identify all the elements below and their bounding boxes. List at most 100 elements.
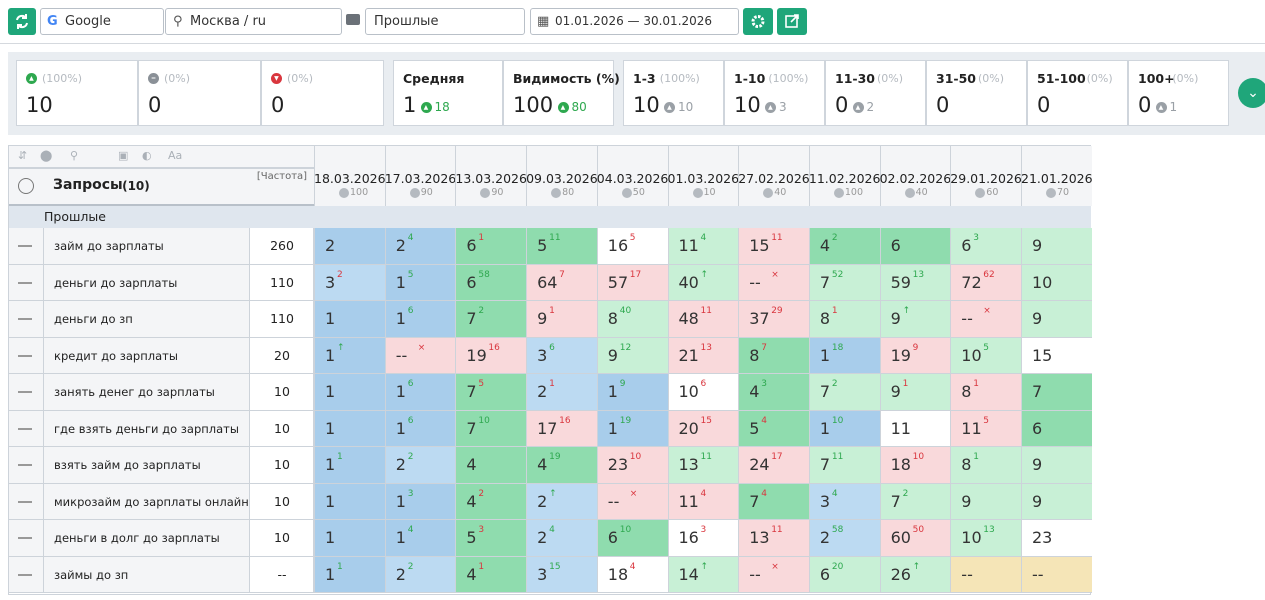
position-cell[interactable]: -- xyxy=(950,556,1022,593)
position-cell[interactable]: 57 17 xyxy=(596,264,668,301)
position-cell[interactable]: 4 19 xyxy=(526,447,598,484)
position-cell[interactable]: 2 xyxy=(314,228,385,265)
position-cell[interactable]: -- × xyxy=(384,337,456,374)
position-cell[interactable]: 10 5 xyxy=(950,337,1022,374)
dash-icon[interactable] xyxy=(18,318,32,320)
position-cell[interactable]: 19 9 xyxy=(879,337,951,374)
position-cell[interactable]: 60 50 xyxy=(879,520,951,557)
tool-icon[interactable]: ▣ xyxy=(118,149,129,162)
position-cell[interactable]: 1 ↑ xyxy=(314,337,385,374)
position-cell[interactable]: 18 10 xyxy=(879,447,951,484)
position-cell[interactable]: 8 40 xyxy=(596,301,668,338)
dash-icon[interactable] xyxy=(18,354,32,357)
position-cell[interactable]: 21 13 xyxy=(667,337,739,374)
region-select[interactable]: ⚲ Москва / ru xyxy=(165,8,342,35)
position-cell[interactable]: 13 11 xyxy=(738,520,810,557)
position-cell[interactable]: 2 ↑ xyxy=(526,483,598,520)
position-cell[interactable]: 9 xyxy=(1021,483,1092,520)
position-cell[interactable]: 7 52 xyxy=(808,264,880,301)
position-cell[interactable]: 3 15 xyxy=(526,556,598,593)
position-cell[interactable]: 5 11 xyxy=(526,228,598,265)
expand-button[interactable]: ⌄ xyxy=(1238,78,1265,108)
position-cell[interactable]: 4 xyxy=(455,447,527,484)
position-cell[interactable]: -- × xyxy=(950,301,1022,338)
dash-icon[interactable] xyxy=(18,573,32,576)
position-cell[interactable]: 7 11 xyxy=(808,447,880,484)
query[interactable]: деньги в долг до зарплаты xyxy=(54,531,220,545)
position-cell[interactable]: 11 5 xyxy=(950,410,1022,447)
dash-icon[interactable] xyxy=(18,427,32,430)
tool-icon[interactable]: Aa xyxy=(168,149,183,162)
position-cell[interactable]: 16 5 xyxy=(596,228,668,265)
dash-icon[interactable] xyxy=(18,245,32,247)
position-cell[interactable]: 11 xyxy=(879,410,951,447)
query[interactable]: займы до зп xyxy=(54,567,129,582)
position-cell[interactable]: 1 xyxy=(314,483,385,520)
position-cell[interactable]: 13 11 xyxy=(667,447,739,484)
position-cell[interactable]: 19 16 xyxy=(455,337,527,374)
position-cell[interactable]: 6 xyxy=(1021,410,1092,447)
position-cell[interactable]: 37 29 xyxy=(738,301,810,338)
position-cell[interactable]: 15 11 xyxy=(738,228,810,265)
query[interactable]: кредит до зарплаты xyxy=(54,348,178,363)
position-cell[interactable]: 2 58 xyxy=(808,520,880,557)
position-cell[interactable]: 11 4 xyxy=(667,483,739,520)
position-cell[interactable]: 15 xyxy=(1021,337,1092,374)
query[interactable]: взять займ до зарплаты xyxy=(54,458,201,472)
position-cell[interactable]: 1 xyxy=(314,374,385,411)
position-cell[interactable]: 18 4 xyxy=(596,556,668,593)
tool-icon[interactable]: ⚲ xyxy=(70,149,79,162)
position-cell[interactable]: 23 xyxy=(1021,520,1092,557)
position-cell[interactable]: 6 10 xyxy=(596,520,668,557)
export-button[interactable] xyxy=(777,8,807,35)
position-cell[interactable]: 48 11 xyxy=(667,301,739,338)
position-cell[interactable]: -- × xyxy=(738,556,810,593)
position-cell[interactable]: 40 ↑ xyxy=(667,264,739,301)
position-cell[interactable]: 9 xyxy=(1021,228,1092,265)
dash-icon[interactable] xyxy=(18,464,32,466)
query[interactable]: где взять деньги до зарплаты xyxy=(54,421,239,436)
dash-icon[interactable] xyxy=(18,281,32,284)
tool-icon[interactable]: ⬤ xyxy=(40,149,53,162)
position-cell[interactable]: 59 13 xyxy=(879,264,951,301)
position-cell[interactable]: 1 xyxy=(314,301,385,338)
position-cell[interactable]: 10 13 xyxy=(950,520,1022,557)
position-cell[interactable]: 9 xyxy=(1021,447,1092,484)
position-cell[interactable]: 23 10 xyxy=(596,447,668,484)
refresh-button[interactable] xyxy=(8,8,36,35)
position-cell[interactable]: -- × xyxy=(596,483,668,520)
position-cell[interactable]: 16 3 xyxy=(667,520,739,557)
position-cell[interactable]: 1 xyxy=(314,410,385,447)
position-cell[interactable]: 6 58 xyxy=(455,264,527,301)
position-cell[interactable]: -- xyxy=(1021,556,1092,593)
position-cell[interactable]: 20 15 xyxy=(667,410,739,447)
position-cell[interactable]: 1 18 xyxy=(808,337,880,374)
tool-icon[interactable]: ◐ xyxy=(142,149,152,162)
position-cell[interactable]: 9 ↑ xyxy=(879,301,951,338)
position-cell[interactable]: 1 10 xyxy=(808,410,880,447)
